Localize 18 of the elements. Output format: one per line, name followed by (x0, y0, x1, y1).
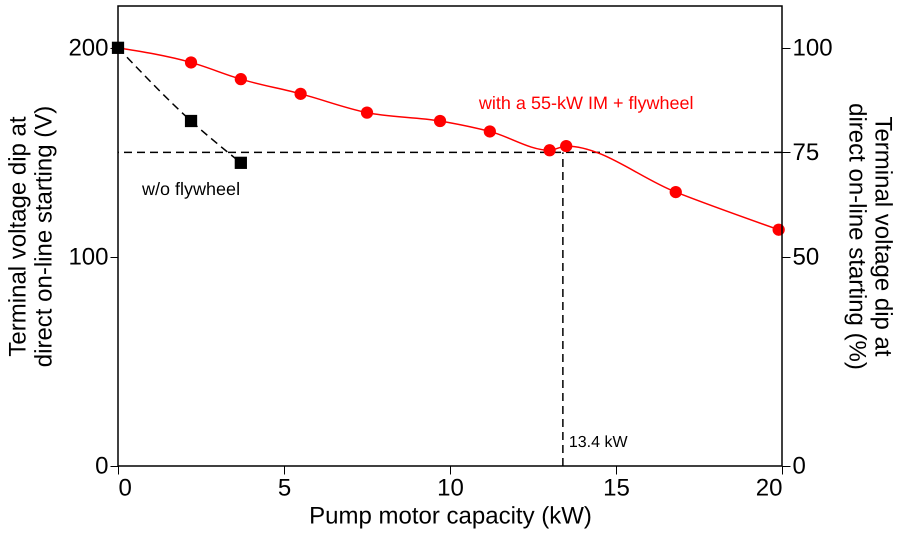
y2-tick-label: 100 (792, 34, 833, 62)
x-tick-label: 5 (278, 474, 292, 502)
series-label: with a 55-kW IM + flywheel (478, 93, 694, 114)
x-tick-label: 10 (437, 474, 464, 502)
y2-tick-label: 50 (792, 243, 820, 270)
y-tick-label: 0 (95, 452, 108, 480)
series-label: w/o flywheel (141, 179, 240, 199)
x-tick-label: 0 (118, 474, 132, 502)
y-tick-label: 100 (68, 243, 108, 270)
y2-tick-label: 75 (792, 138, 820, 166)
x-tick-label: 20 (756, 474, 782, 502)
y-tick-label: 200 (68, 34, 108, 62)
x-tick-label: 15 (603, 474, 630, 502)
y2-tick-label: 0 (792, 452, 806, 480)
y2-axis-title: Terminal voltage dip at direct on-line starting (%) (844, 103, 897, 370)
x-axis-title: Pump motor capacity (kW) (309, 502, 592, 530)
y-axis-title: Terminal voltage dip at direct on-line starting (V) (4, 106, 58, 368)
ref-line-label: 13.4 kW (568, 434, 628, 451)
